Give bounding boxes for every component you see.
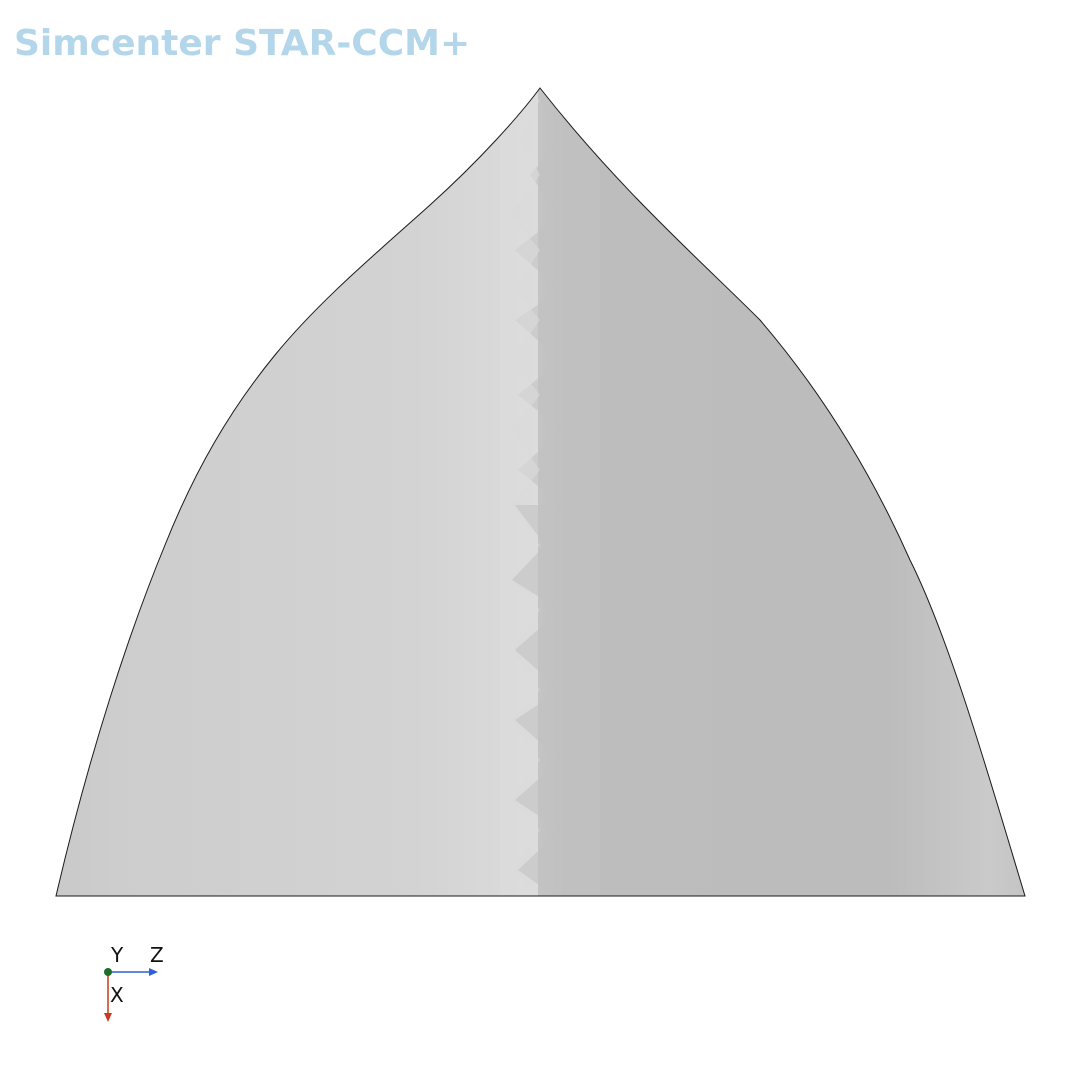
triad-axes [104, 968, 158, 1022]
triad-y-label: Y [111, 943, 124, 967]
surface-region [56, 88, 1025, 896]
orientation-triad: Y Z X [96, 938, 176, 1028]
triad-x-label: X [110, 983, 124, 1007]
y-axis-origin [104, 968, 112, 976]
z-axis-arrowhead [149, 968, 158, 976]
app-title-watermark: Simcenter STAR-CCM+ [14, 23, 471, 64]
triad-z-label: Z [150, 943, 164, 967]
x-axis-arrowhead [104, 1013, 112, 1022]
surface-outline [55, 87, 1026, 897]
